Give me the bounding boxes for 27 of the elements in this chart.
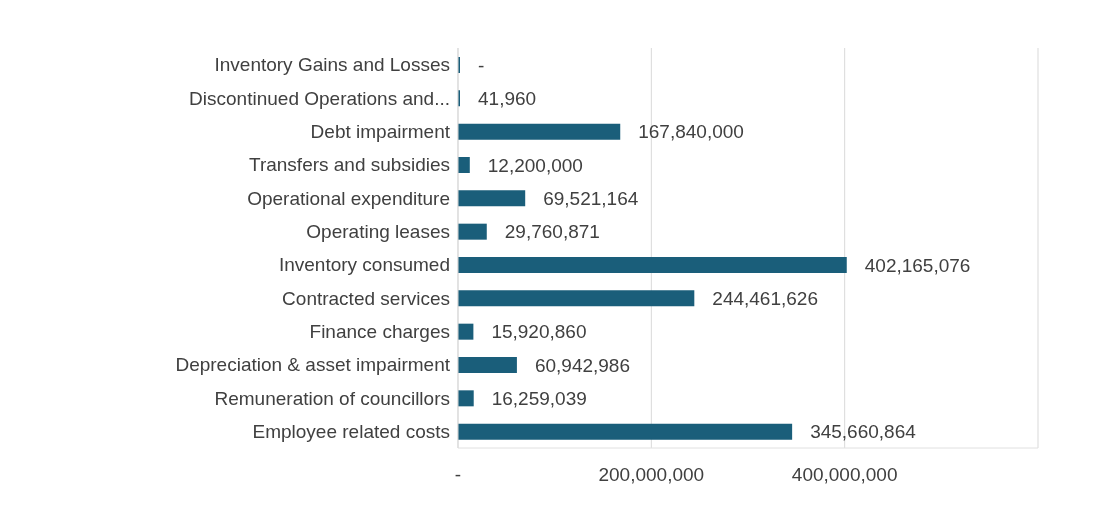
y-tick-label: Operating leases [306, 221, 450, 243]
y-tick-label: Depreciation & asset impairment [175, 354, 451, 376]
data-label: 402,165,076 [864, 254, 971, 276]
data-label: 16,259,039 [491, 387, 587, 409]
y-tick-label: Employee related costs [252, 421, 450, 443]
data-label: 15,920,860 [491, 321, 587, 343]
data-label: 167,840,000 [638, 121, 744, 143]
data-label: - [478, 54, 485, 76]
y-tick-label: Operational expenditure [247, 187, 450, 209]
y-tick-label: Transfers and subsidies [248, 154, 450, 176]
y-tick-label: Discontinued Operations and... [189, 87, 450, 109]
y-tick-label: Debt impairment [310, 121, 451, 143]
data-label: 41,960 [478, 87, 537, 109]
data-label: 69,521,164 [543, 187, 639, 209]
data-label: 12,200,000 [487, 154, 583, 176]
y-tick-label: Inventory consumed [278, 254, 450, 276]
y-tick-label: Remuneration of councillors [214, 387, 450, 409]
y-tick-label: Contracted services [282, 287, 450, 309]
data-label: 29,760,871 [504, 221, 600, 243]
x-tick-label: 200,000,000 [598, 464, 705, 486]
y-tick-label: Inventory Gains and Losses [214, 54, 450, 76]
x-tick-label: 400,000,000 [791, 464, 898, 486]
data-label: 244,461,626 [712, 287, 818, 309]
x-tick-label: - [454, 464, 462, 486]
data-label: 60,942,986 [534, 354, 631, 376]
data-label: 345,660,864 [810, 421, 917, 443]
y-tick-label: Finance charges [309, 321, 450, 343]
